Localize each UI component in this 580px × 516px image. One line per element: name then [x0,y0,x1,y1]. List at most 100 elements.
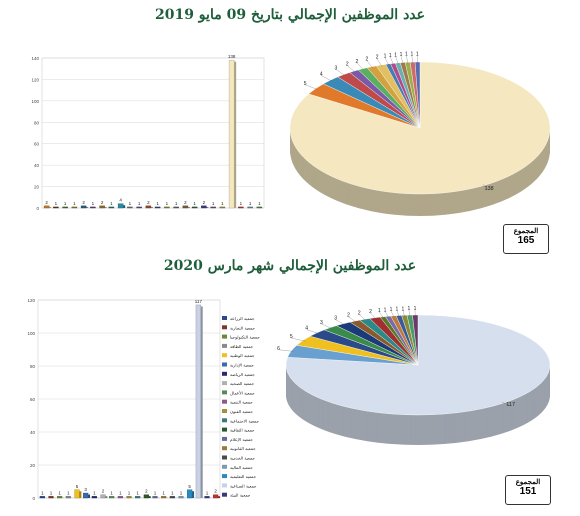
legend-swatch [222,436,227,441]
y-tick-label: 80 [34,120,40,125]
bar-side [86,207,89,208]
bar-data-label: 1 [138,201,141,206]
pie-leader-line [390,56,394,65]
bar [201,205,207,209]
bar-data-label: 1 [129,201,132,206]
y-tick-label: 20 [34,185,40,190]
pie-leader-line [356,62,364,71]
bar-data-label: 3 [84,487,87,492]
bar [126,496,132,499]
bar [117,496,123,499]
bar-data-label: 1 [171,490,174,495]
bar-chart: 0 20 40 60 80 100 120 140 2 1 1 1 2 1 2 1 4 1 1 2 1 1 1 2 1 2 1 1 13… [31,54,265,211]
y-tick-label: 20 [30,463,36,468]
bar-side [148,496,151,498]
pie-data-label: 3 [320,320,323,326]
bar-data-label: 1 [128,490,131,495]
bar [99,205,105,209]
chart2-title: عدد الموظفين الإجمالي شهر مارس 2020 [163,258,417,274]
legend-label: جمعية التجارية [230,325,255,330]
pie-leader-line [384,57,389,66]
bar-data-label: 1 [166,201,169,206]
bar-data-label: 2 [214,489,217,494]
pie-data-label: 2 [347,313,350,319]
bar [43,205,50,209]
pie-leader-line [306,329,319,334]
bar-data-label: 2 [147,200,150,205]
pie-leader-line [408,310,411,317]
pie-leader-line [370,312,376,319]
pie-leader-line [347,65,356,73]
y-tick-label: 100 [31,99,39,104]
legend-label: جمعية الإدارية [230,363,254,369]
bar [191,206,198,209]
pie-data-label: 1 [384,54,387,60]
bar-data-label: 2 [45,200,48,205]
bar [247,206,253,209]
bar-data-label: 1 [110,201,113,206]
legend-label: جمعية الصحية [230,381,255,386]
legend-swatch [222,409,227,413]
legend-swatch [222,325,227,330]
bar [90,206,96,209]
legend-label: جمعية المالية [230,465,253,470]
legend-swatch [222,483,227,488]
bar [182,205,189,209]
pie-data-label: 1 [394,52,397,58]
legend-label: جمعية التكنولوجيا [230,335,260,340]
legend-label: جمعية البيئة [230,493,251,498]
pie-leader-line [411,55,413,64]
chart1-title: عدد الموظفين الإجمالي بتاريخ 09 مايو 201… [154,7,426,23]
bar [210,206,216,209]
pie-leader-line [402,310,405,317]
pie-data-label: 1 [389,53,392,59]
bar-side [79,491,82,498]
bar-data-label: 1 [249,201,252,206]
y-tick-label: 60 [34,142,40,147]
bar-data-label: 1 [193,201,196,206]
bar [145,205,152,209]
pie-data-label: 1 [400,52,403,58]
legend-label: جمعية الطاقة [230,344,254,349]
bar [62,206,68,209]
legend-swatch [222,334,227,339]
bar [143,494,149,499]
bar [256,206,263,209]
bar-data-label: 1 [180,490,183,495]
y-tick-label: 80 [30,364,36,369]
legend-swatch [222,474,227,479]
bar-data-label: 4 [119,198,122,203]
pie-data-label: 1 [396,307,399,313]
legend-label: جمعية الثقافية [230,428,255,433]
bar-side [88,494,91,498]
y-tick-label: 60 [30,397,36,402]
pie-data-label: 3 [334,316,337,322]
legend-swatch [222,464,227,469]
legend-swatch [222,343,227,348]
y-tick-label: 0 [32,496,35,501]
pie-data-label: 1 [378,308,381,314]
pie-leader-line [348,316,357,323]
bar-side [192,491,195,498]
y-tick-label: 0 [36,206,39,211]
pie-data-label: 2 [356,59,359,65]
pie-leader-line [321,323,332,329]
legend-label: جمعية التنمية [230,400,253,405]
legend-label: جمعية الزراعة [230,316,255,321]
bar [136,206,142,209]
bar-data-label: 2 [102,489,105,494]
bar-data-label: 1 [119,490,122,495]
legend-label: جمعية الصناعية [230,483,257,488]
pie-data-label: 1 [390,307,393,313]
bar-data-label: 1 [55,201,58,206]
bar-data-label: 1 [64,201,67,206]
bar-data-label: 2 [101,200,104,205]
bar-data-label: 1 [110,490,113,495]
bar-side [123,205,126,208]
legend-swatch [222,418,227,423]
bar [173,206,179,209]
bar-side [104,207,107,208]
bar-data-label: 1 [212,201,215,206]
bar [83,492,89,499]
